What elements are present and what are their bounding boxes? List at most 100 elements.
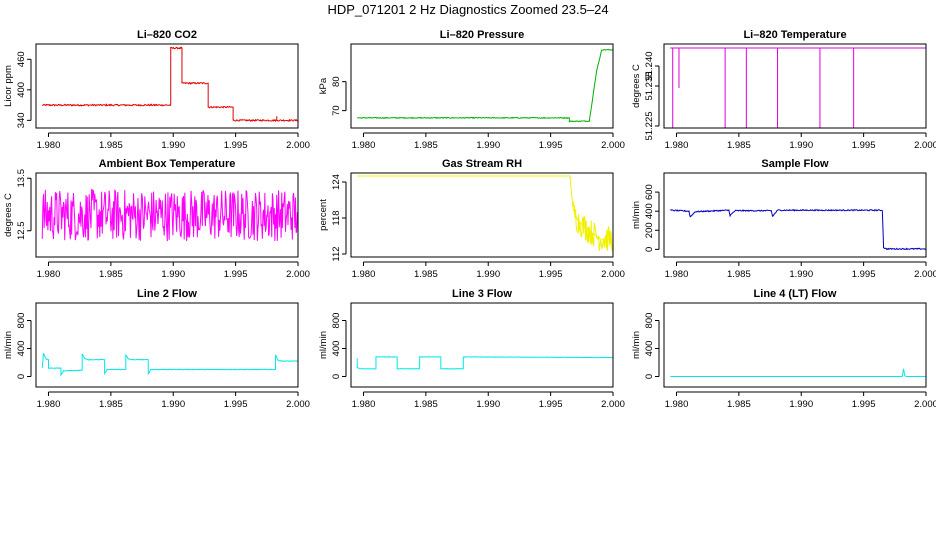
y-tick-label: 124 — [331, 174, 342, 190]
plot-frame — [663, 172, 927, 258]
x-tick-label: 1.985 — [414, 269, 438, 280]
plot-frame — [350, 302, 614, 388]
x-tick-label: 1.990 — [476, 399, 500, 410]
chart-panel-7: Line 2 Flow 1.980 1.985 1.990 1.995 2.000 0 400… — [3, 288, 310, 410]
x-axis: 1.980 1.985 1.990 1.995 2.000 — [37, 132, 310, 151]
x-tick-label: 1.990 — [476, 140, 500, 151]
series-line-2 — [572, 201, 614, 252]
y-tick-label: 340 — [16, 112, 27, 128]
x-axis: 1.980 1.985 1.990 1.995 2.000 — [37, 261, 310, 280]
plot-frame — [35, 172, 299, 258]
panel-title: Ambient Box Temperature — [99, 158, 236, 170]
x-axis: 1.980 1.985 1.990 1.995 2.000 — [352, 132, 625, 151]
x-tick-label: 2.000 — [601, 269, 625, 280]
panel-title: Li–820 Temperature — [743, 29, 846, 41]
y-axis-label: Licor ppm — [3, 65, 14, 107]
y-tick-label: 800 — [16, 313, 27, 329]
y-tick-label: 118 — [331, 210, 342, 225]
x-axis: 1.980 1.985 1.990 1.995 2.000 — [352, 391, 625, 410]
x-tick-label: 1.985 — [727, 269, 751, 280]
y-axis-label: ml/min — [631, 201, 642, 229]
y-tick-label: 400 — [331, 341, 342, 357]
y-tick-label: 0 — [16, 374, 27, 379]
chart-panel-1: Li–820 CO2 1.980 1.985 1.990 1.995 2.000 340 40… — [3, 29, 310, 151]
y-tick-label: 400 — [644, 203, 655, 219]
x-axis: 1.980 1.985 1.990 1.995 2.000 — [37, 391, 310, 410]
x-tick-label: 1.985 — [727, 140, 751, 151]
y-tick-label: 70 — [331, 105, 342, 116]
chart-panel-6: Sample Flow 1.980 1.985 1.990 1.995 2.000 0 200… — [631, 158, 936, 280]
y-tick-label: 12.5 — [16, 222, 27, 241]
y-axis-label: percent — [318, 199, 329, 231]
chart-panel-9: Line 4 (LT) Flow 1.980 1.985 1.990 1.995 2.00… — [631, 288, 936, 410]
x-tick-label: 2.000 — [914, 399, 936, 410]
y-tick-label: 460 — [16, 51, 27, 67]
panel-title: Li–820 CO2 — [137, 29, 197, 41]
y-tick-label: 400 — [16, 82, 27, 98]
x-tick-label: 2.000 — [286, 269, 310, 280]
y-axis-label: degrees C — [3, 193, 14, 237]
chart-panel-5: Gas Stream RH 1.980 1.985 1.990 1.995 2.000 11… — [318, 158, 625, 280]
x-tick-label: 2.000 — [914, 140, 936, 151]
x-tick-label: 1.995 — [539, 269, 563, 280]
y-axis-label: degrees C — [631, 64, 642, 108]
x-tick-label: 1.995 — [224, 140, 248, 151]
plot-frame — [663, 302, 927, 388]
y-tick-label: 400 — [644, 341, 655, 357]
figure-title: HDP_071201 2 Hz Diagnostics Zoomed 23.5–… — [327, 2, 608, 17]
panel-title: Sample Flow — [761, 158, 829, 170]
x-tick-label: 1.980 — [37, 140, 61, 151]
x-tick-label: 1.995 — [539, 399, 563, 410]
x-tick-label: 1.995 — [852, 399, 876, 410]
y-axis-label: ml/min — [3, 331, 14, 359]
series-line-1 — [670, 368, 926, 377]
plot-frame — [35, 302, 299, 388]
series-line-1 — [356, 355, 614, 370]
x-tick-label: 1.980 — [352, 399, 376, 410]
x-tick-label: 2.000 — [286, 140, 310, 151]
y-tick-label: 400 — [16, 341, 27, 357]
x-tick-label: 1.990 — [789, 140, 813, 151]
x-axis: 1.980 1.985 1.990 1.995 2.000 — [665, 261, 936, 280]
x-axis: 1.980 1.985 1.990 1.995 2.000 — [665, 391, 936, 410]
x-tick-label: 2.000 — [601, 140, 625, 151]
x-tick-label: 2.000 — [286, 399, 310, 410]
y-axis-label: kPa — [318, 77, 329, 94]
x-tick-label: 1.980 — [352, 269, 376, 280]
x-tick-label: 1.995 — [852, 269, 876, 280]
series-line-1 — [670, 47, 926, 128]
x-tick-label: 1.980 — [665, 140, 689, 151]
series-line-1 — [357, 48, 614, 123]
y-axis-label: ml/min — [318, 331, 329, 359]
panel-grid: Li–820 CO2 1.980 1.985 1.990 1.995 2.000 340 40… — [3, 29, 936, 410]
x-tick-label: 1.985 — [727, 399, 751, 410]
y-tick-label: 800 — [331, 313, 342, 329]
y-tick-label: 800 — [644, 313, 655, 329]
panel-title: Line 2 Flow — [137, 288, 197, 300]
panel-title: Line 3 Flow — [452, 288, 512, 300]
x-tick-label: 1.980 — [37, 399, 61, 410]
y-tick-label: 13.5 — [16, 169, 27, 188]
x-tick-label: 1.990 — [476, 269, 500, 280]
x-tick-label: 1.985 — [99, 140, 123, 151]
plot-frame — [350, 172, 614, 258]
y-tick-label: 0 — [644, 374, 655, 379]
y-tick-label: 200 — [644, 222, 655, 238]
plot-frame — [350, 43, 614, 129]
plot-frame — [35, 43, 299, 129]
x-tick-label: 1.980 — [665, 399, 689, 410]
x-tick-label: 1.995 — [539, 140, 563, 151]
x-tick-label: 1.990 — [789, 399, 813, 410]
panel-title: Line 4 (LT) Flow — [754, 288, 837, 300]
x-tick-label: 2.000 — [601, 399, 625, 410]
y-tick-label: 51.240 — [644, 51, 655, 80]
x-axis: 1.980 1.985 1.990 1.995 2.000 — [665, 132, 936, 151]
x-tick-label: 1.980 — [37, 269, 61, 280]
